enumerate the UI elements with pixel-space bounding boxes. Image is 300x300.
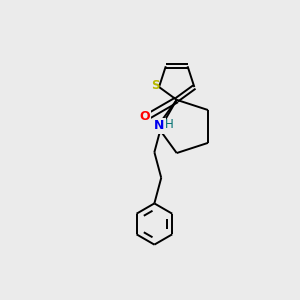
- Text: O: O: [139, 110, 150, 122]
- Text: S: S: [151, 79, 160, 92]
- Text: H: H: [165, 118, 174, 131]
- Text: N: N: [154, 119, 164, 132]
